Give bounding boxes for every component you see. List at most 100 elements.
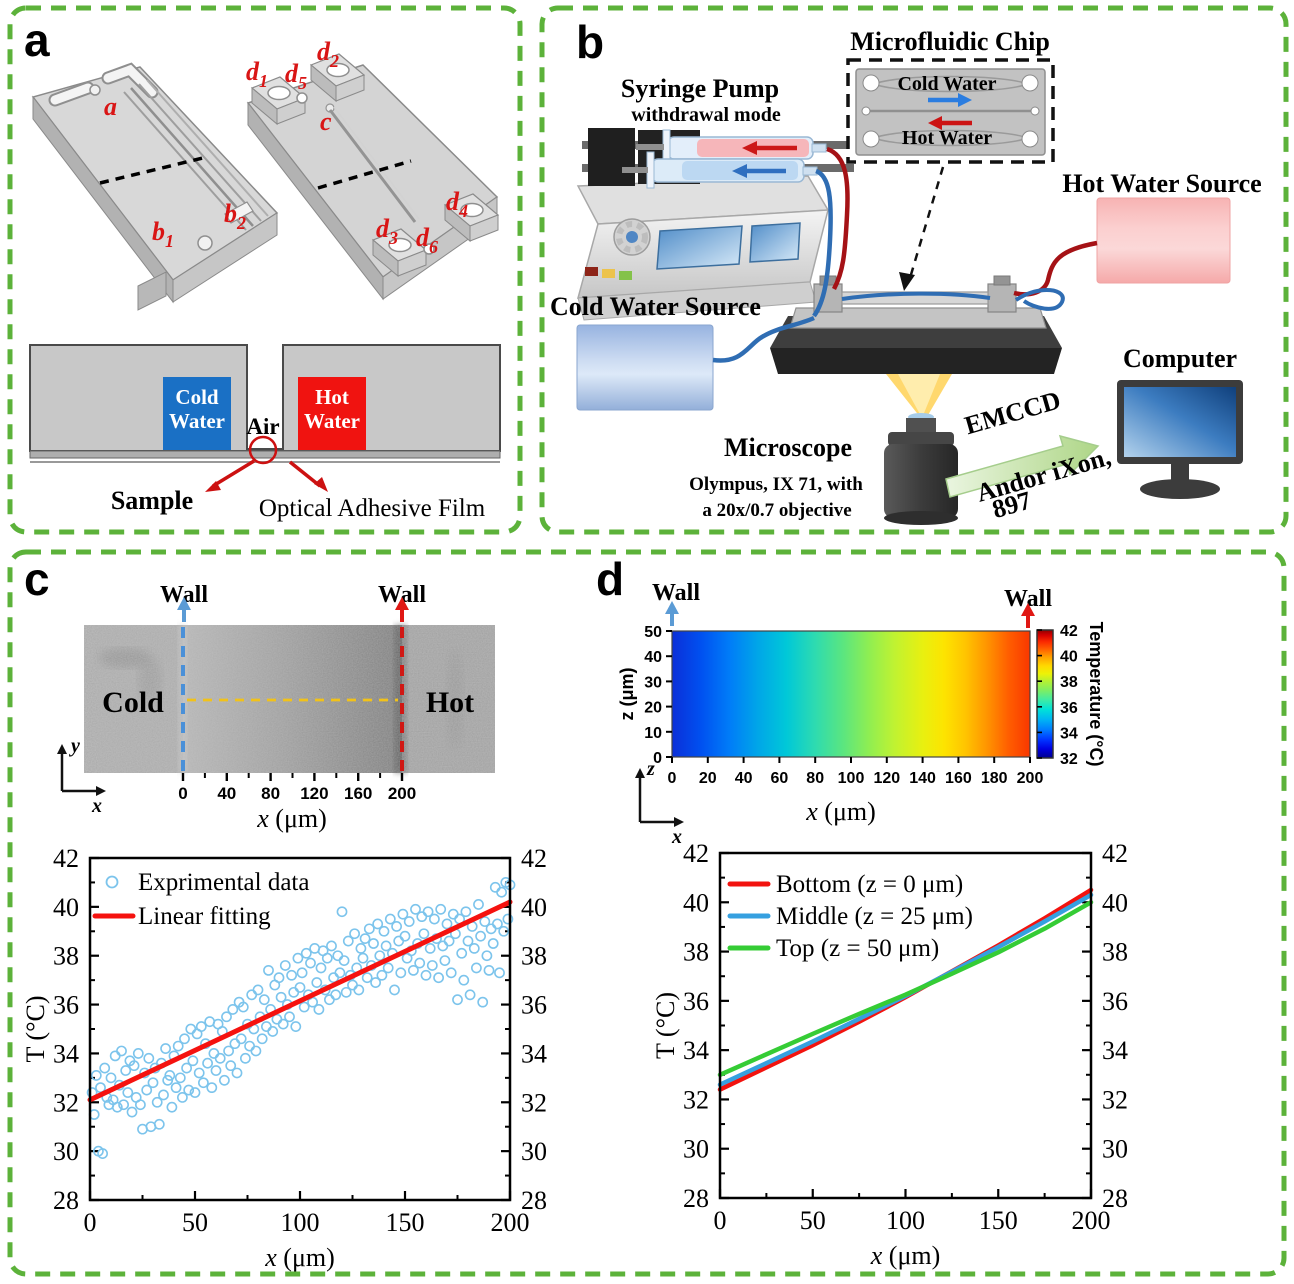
sample-label: Sample — [111, 486, 193, 515]
data-point — [153, 1118, 165, 1130]
data-point — [275, 991, 287, 1003]
stage-front — [770, 348, 1062, 374]
optical-adhesive-film-label: Optical Adhesive Film — [259, 495, 486, 522]
panel-a-border — [7, 5, 523, 535]
data-point — [202, 1057, 213, 1069]
heat-x-tick-label: 100 — [838, 770, 865, 787]
y-axis-title: T (°C) — [21, 996, 50, 1063]
data-point — [418, 928, 430, 940]
data-point — [132, 1048, 144, 1059]
plunger-rod — [622, 167, 648, 173]
data-point — [197, 1077, 209, 1089]
syringe-pump-title: Syringe Pump — [621, 74, 779, 103]
data-point — [305, 957, 316, 969]
data-point — [256, 1033, 268, 1045]
data-point — [330, 989, 342, 1001]
y-tick-label-right: 38 — [1102, 938, 1128, 967]
x-axis-icon-label: x — [671, 826, 682, 848]
data-point — [176, 1092, 188, 1103]
data-point — [355, 942, 367, 954]
data-point — [491, 918, 503, 930]
computer-label: Computer — [1123, 344, 1237, 373]
data-point — [470, 962, 482, 974]
label-d6: d6 — [416, 223, 438, 257]
data-point — [195, 1021, 207, 1032]
cold-water-source-box — [576, 324, 714, 411]
y-tick-label-left: 36 — [683, 987, 709, 1016]
data-point — [399, 930, 411, 942]
data-point — [426, 960, 438, 971]
data-point — [441, 918, 453, 930]
data-point — [502, 913, 514, 925]
axes-frame — [88, 856, 512, 1202]
microscope-label: Microscope — [724, 433, 852, 462]
image-x-axis: 0 40 80 120 160 200 x (μm) — [178, 773, 416, 833]
data-point — [349, 928, 360, 940]
panel-cd-border — [7, 549, 1287, 1277]
data-point — [218, 1074, 230, 1086]
objective-bottom — [884, 511, 958, 525]
y-tick-label-left: 28 — [683, 1184, 709, 1213]
chip-hole-small — [861, 106, 871, 116]
chip-left-foot — [137, 271, 167, 311]
chip-pointer-dashed-line — [908, 166, 945, 279]
data-point — [458, 974, 470, 986]
holder-post-right — [987, 283, 1017, 313]
image-x-tick-label: 80 — [261, 784, 280, 803]
data-point — [231, 1067, 243, 1079]
flow-arrowhead-blue — [732, 164, 747, 178]
y-tick-label-left: 36 — [53, 991, 79, 1020]
film-arrow — [288, 460, 322, 488]
wall-arrow-left-head — [177, 597, 191, 610]
wall-arrow-right-head — [395, 597, 409, 610]
sample-arrow — [212, 459, 255, 488]
chip-cad-right — [246, 53, 500, 301]
data-point — [141, 1084, 153, 1096]
chip-hole — [862, 130, 880, 148]
data-point — [340, 986, 352, 998]
heat-z-tick-label: 30 — [644, 674, 662, 691]
tube-blue-coldsource-to-chip — [712, 315, 815, 363]
x-tick-label: 0 — [714, 1206, 727, 1235]
section-cut-line — [317, 159, 412, 190]
heat-x-tick-label: 160 — [945, 770, 972, 787]
image-noise-left — [84, 625, 183, 773]
data-point — [382, 962, 394, 974]
wall-arrow-left-head — [665, 601, 679, 614]
microscope-detail-line2: a 20x/0.7 objective — [702, 500, 851, 521]
center-channel-highlight — [333, 106, 420, 220]
y-tick-label-right: 34 — [521, 1039, 547, 1068]
pump-button-green — [619, 271, 632, 280]
hot-water-source-label: Hot Water Source — [1062, 169, 1261, 198]
heat-z-tick-label: 0 — [653, 750, 662, 767]
y-tick-label-right: 32 — [521, 1088, 547, 1117]
data-point — [225, 1060, 237, 1072]
x-tick-label: 200 — [1072, 1206, 1111, 1235]
y-tick-label-left: 38 — [53, 942, 79, 971]
sample-arrowhead — [205, 481, 221, 492]
pump-button-red — [585, 267, 598, 276]
panel-b-letter: b — [576, 16, 604, 68]
small-hole-d6 — [423, 243, 435, 255]
data-point — [389, 984, 400, 996]
heatmap: 0 20 40 60 80 100 120 140 160 180 200 0 10 20 30 40 50 z … — [617, 622, 1106, 826]
data-point — [321, 952, 333, 964]
y-tick-label-right: 38 — [521, 942, 547, 971]
hot-region-label: Hot — [426, 686, 474, 719]
plot-area — [720, 853, 1091, 1198]
chip-hot-water-label: Hot Water — [902, 127, 992, 149]
colorbar-tick-label: 38 — [1060, 674, 1078, 691]
data-point — [292, 952, 304, 964]
x-tick-label: 50 — [182, 1208, 208, 1237]
label-b1: b1 — [152, 217, 174, 251]
plunger-rod — [636, 144, 664, 150]
data-point — [363, 923, 375, 935]
y-tick-label-right: 36 — [1102, 987, 1128, 1016]
hot-water-channel — [298, 377, 366, 450]
data-point — [170, 1082, 182, 1094]
holder-connector-right — [993, 275, 1011, 286]
legend-label: Middle (z = 25 μm) — [776, 903, 973, 930]
data-point — [395, 967, 407, 979]
